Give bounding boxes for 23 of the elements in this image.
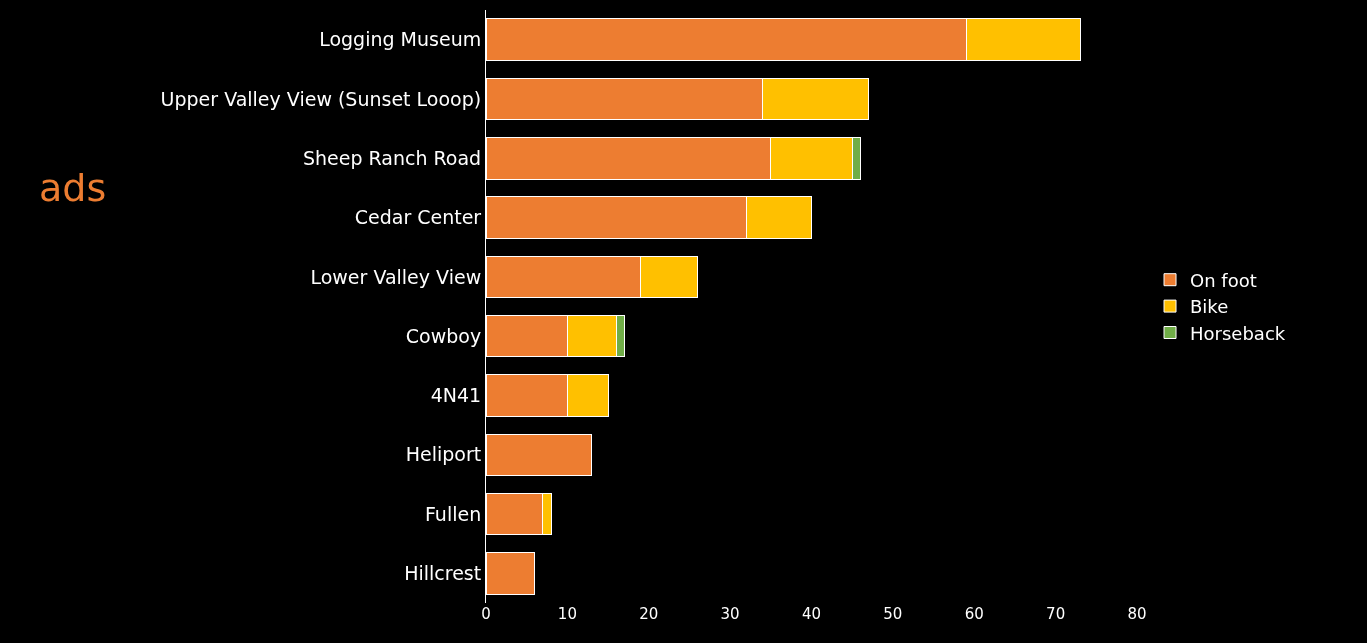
- text: ads: [39, 166, 107, 210]
- y-tick-label: Hillcrest: [404, 562, 482, 584]
- x-tick-label: 30: [720, 605, 740, 623]
- y-tick-label: Sheep Ranch Road: [302, 146, 482, 169]
- y-tick-label: Cowboy: [405, 324, 482, 347]
- x-tick-label: 60: [964, 605, 984, 623]
- y-tick-label: Logging Museum: [319, 28, 482, 51]
- legend-label: On foot: [1190, 269, 1257, 291]
- y-tick-label: Heliport: [405, 443, 482, 466]
- legend-label: Bike: [1190, 296, 1229, 318]
- y-tick-label: Lower Valley View: [310, 265, 482, 288]
- x-tick-label: 20: [639, 605, 659, 623]
- y-tick-label: Fullen: [424, 502, 482, 525]
- x-tick-label: 80: [1127, 605, 1147, 623]
- x-tick-label: 70: [1046, 605, 1066, 623]
- x-tick-label: 10: [557, 605, 577, 623]
- x-tick-label: 50: [883, 605, 903, 623]
- y-tick-label: Cedar Center: [354, 206, 482, 229]
- x-tick-label: 0: [481, 605, 491, 623]
- y-tick-label: Upper Valley View (Sunset Looop): [160, 87, 482, 110]
- x-tick-label: 40: [801, 605, 822, 623]
- legend-label: Horseback: [1190, 322, 1286, 344]
- y-tick-label: 4N41: [430, 384, 482, 407]
